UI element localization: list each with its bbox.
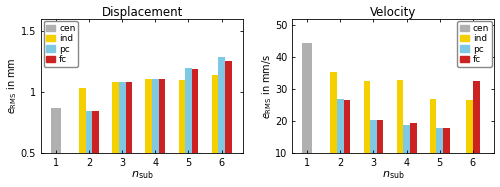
Bar (410, 123, 416, 186)
Bar (212, 75, 218, 187)
Bar (79, 88, 86, 187)
Bar (377, 120, 384, 186)
Bar (404, 125, 410, 186)
Title: Velocity: Velocity (370, 6, 416, 19)
Bar (112, 82, 119, 187)
Bar (443, 128, 450, 186)
Bar (337, 99, 344, 186)
Legend: cen, ind, pc, fc: cen, ind, pc, fc (458, 21, 492, 67)
Bar (178, 80, 185, 187)
Bar (330, 72, 337, 186)
Legend: cen, ind, pc, fc: cen, ind, pc, fc (44, 21, 78, 67)
Bar (370, 120, 377, 186)
Bar (218, 56, 225, 187)
Bar (192, 69, 198, 187)
Y-axis label: $e_{\mathrm{RMS}}$ in mm: $e_{\mathrm{RMS}}$ in mm (6, 58, 20, 114)
Bar (396, 79, 404, 186)
Bar (344, 100, 350, 186)
Bar (158, 79, 166, 187)
Bar (185, 68, 192, 187)
Title: Displacement: Displacement (102, 6, 183, 19)
Bar (473, 81, 480, 186)
Bar (364, 81, 370, 186)
Bar (126, 82, 132, 187)
Bar (436, 128, 443, 186)
Bar (466, 100, 473, 186)
Bar (51, 108, 61, 187)
Bar (86, 111, 92, 187)
Bar (430, 99, 436, 186)
Bar (119, 82, 126, 187)
Bar (146, 79, 152, 187)
Y-axis label: $e_{\mathrm{RMS}}$ in mm/s: $e_{\mathrm{RMS}}$ in mm/s (260, 53, 274, 119)
Bar (92, 111, 99, 187)
Bar (152, 79, 158, 187)
X-axis label: $n_{\mathrm{sub}}$: $n_{\mathrm{sub}}$ (382, 170, 404, 181)
Bar (302, 43, 312, 186)
Bar (225, 62, 232, 187)
X-axis label: $n_{\mathrm{sub}}$: $n_{\mathrm{sub}}$ (131, 170, 154, 181)
